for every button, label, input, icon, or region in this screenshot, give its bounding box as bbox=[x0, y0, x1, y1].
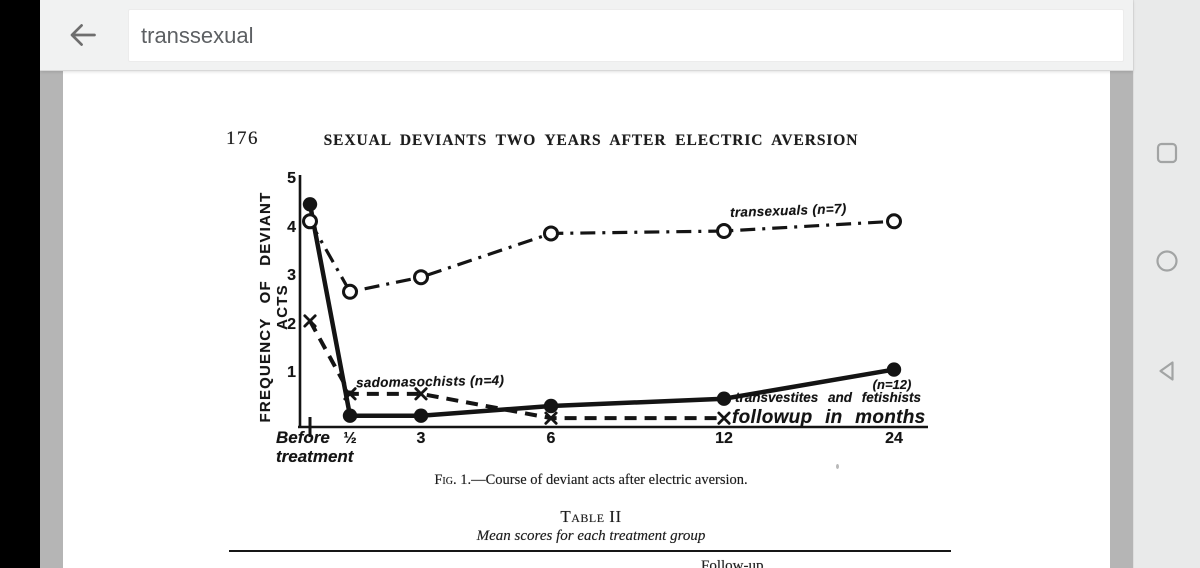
data-point-transvestites-and-fetishists bbox=[413, 408, 429, 423]
data-point-transvestites-and-fetishists bbox=[543, 398, 559, 414]
search-bar[interactable] bbox=[128, 9, 1124, 62]
y-tick-label-1: 1 bbox=[287, 364, 296, 382]
y-tick-label-4: 4 bbox=[287, 218, 296, 236]
back-button[interactable] bbox=[58, 11, 106, 59]
data-point-transvestites-and-fetishists bbox=[342, 408, 358, 423]
figure-caption-prefix: Fig. 1. bbox=[434, 472, 472, 488]
x-tick-label-24: 24 bbox=[885, 430, 903, 447]
series-label-sadomasochists: sadomasochists (n=4) bbox=[355, 372, 505, 391]
running-title: SEXUAL DEVIANTS TWO YEARS AFTER ELECTRIC… bbox=[323, 132, 859, 149]
data-point-transvestites-and-fetishists bbox=[716, 391, 732, 406]
data-point-sadomasochists bbox=[717, 411, 731, 425]
x-tick-label-12: 12 bbox=[715, 430, 733, 447]
y-tick-label-5: 5 bbox=[287, 170, 296, 187]
data-point-transexuals bbox=[413, 269, 429, 286]
x-tick-label-before-treatment: Before treatment bbox=[276, 428, 353, 466]
page-number: 176 bbox=[226, 128, 259, 149]
search-input[interactable] bbox=[129, 10, 1123, 61]
table-top-rule bbox=[229, 550, 951, 552]
figure-chart bbox=[298, 175, 928, 437]
browser-header bbox=[40, 0, 1133, 71]
screen-edge-black-strip bbox=[0, 0, 40, 568]
data-point-transexuals bbox=[886, 213, 902, 230]
data-point-sadomasochists bbox=[414, 387, 428, 401]
back-arrow-icon bbox=[70, 24, 96, 46]
table-title: Table II bbox=[560, 507, 622, 526]
data-point-sadomasochists bbox=[544, 411, 558, 425]
data-point-transvestites-and-fetishists bbox=[886, 362, 902, 377]
paper-page: 176 SEXUAL DEVIANTS TWO YEARS AFTER ELEC… bbox=[63, 71, 1110, 568]
data-point-transexuals bbox=[543, 225, 559, 242]
y-tick-label-2: 2 bbox=[287, 315, 296, 333]
figure-caption-text: —Course of deviant acts after electric a… bbox=[471, 472, 748, 488]
document-viewer[interactable]: 176 SEXUAL DEVIANTS TWO YEARS AFTER ELEC… bbox=[40, 71, 1133, 568]
data-point-transexuals bbox=[716, 223, 732, 240]
figure-caption: Fig. 1.—Course of deviant acts after ele… bbox=[231, 472, 951, 489]
chart-tick-labels: 1 2 3 4 5 Before treatment ½ 3 6 12 24 bbox=[63, 71, 1110, 568]
scan-artifact-dot bbox=[836, 464, 839, 469]
table-partial-column-header: Follow-up bbox=[701, 558, 764, 568]
home-circle-icon bbox=[1156, 250, 1178, 272]
data-point-transvestites-and-fetishists bbox=[302, 197, 318, 212]
series-line-transexuals bbox=[308, 219, 895, 294]
x-tick-label-3: 3 bbox=[416, 430, 426, 447]
table-subtitle: Mean scores for each treatment group bbox=[476, 528, 706, 544]
x-tick-label-line: Before bbox=[276, 428, 330, 447]
series-line-transvestites-and-fetishists bbox=[307, 203, 895, 418]
x-axis-label: followup in months bbox=[732, 407, 926, 428]
nav-home-button[interactable] bbox=[1152, 246, 1182, 276]
back-triangle-icon bbox=[1159, 361, 1174, 381]
x-tick-label-line: treatment bbox=[276, 447, 354, 466]
data-point-transexuals bbox=[342, 283, 358, 300]
series-label-transvestites-fetishists: transvestites and fetishists bbox=[735, 390, 922, 405]
y-axis-label: FREQUENCY OF DEVIANT ACTS bbox=[257, 191, 291, 423]
series-label-transvestites-n: (n=12) bbox=[872, 377, 912, 392]
recents-square-icon bbox=[1156, 142, 1178, 164]
series-line-sadomasochists bbox=[308, 319, 724, 421]
x-tick-label-½: ½ bbox=[343, 430, 357, 447]
android-nav-bar bbox=[1133, 0, 1200, 568]
y-tick-label-3: 3 bbox=[287, 267, 296, 285]
data-point-transexuals bbox=[302, 213, 318, 230]
data-point-sadomasochists bbox=[303, 314, 317, 328]
nav-back-button[interactable] bbox=[1152, 356, 1182, 386]
nav-recents-button[interactable] bbox=[1152, 138, 1182, 168]
x-tick-label-6: 6 bbox=[546, 430, 556, 447]
